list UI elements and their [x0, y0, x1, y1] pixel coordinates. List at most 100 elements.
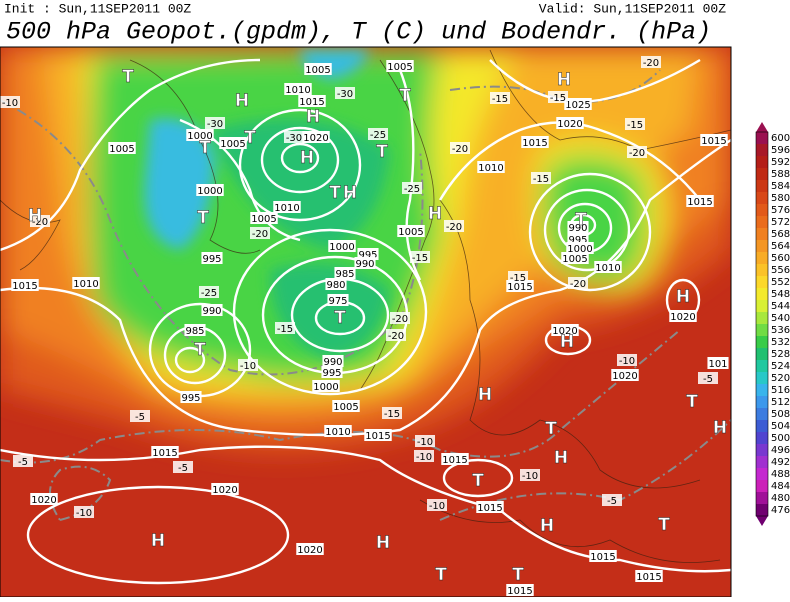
- isobar-label-bg: [186, 129, 214, 141]
- isobar-label: 1005: [305, 65, 330, 76]
- isobar-label: 985: [185, 326, 204, 337]
- isobar-label-bg: [312, 380, 340, 392]
- colorbar-segment: [756, 180, 768, 193]
- colorbar-label: 592: [771, 157, 790, 168]
- temperature-label-bg: [382, 407, 402, 419]
- isobar-label: 1015: [365, 431, 390, 442]
- temperature-label: -25: [370, 130, 386, 141]
- isobar-label: 1020: [612, 371, 637, 382]
- isobar-label-bg: [321, 366, 343, 378]
- temperature-label: -20: [629, 148, 645, 159]
- isobar-label: 1010: [274, 203, 299, 214]
- isobar-label: 1015: [299, 97, 324, 108]
- isobar-label: 990: [355, 259, 374, 270]
- colorbar-label: 492: [771, 457, 790, 468]
- isobar-label-bg: [201, 252, 223, 264]
- isobar-label-bg: [611, 369, 639, 381]
- temperature-label-bg: [402, 182, 422, 194]
- pressure-center: T: [472, 471, 484, 491]
- isobar-label-bg: [700, 134, 728, 146]
- isobar-label-bg: [304, 63, 332, 75]
- temperature-label-bg: [390, 312, 410, 324]
- temperature-label: -5: [607, 496, 617, 507]
- pressure-center: H: [560, 332, 574, 352]
- pressure-center: T: [658, 515, 670, 535]
- isobar-label: 1015: [636, 572, 661, 583]
- colorbar-segment: [756, 492, 768, 505]
- colorbar-label: 476: [771, 505, 790, 516]
- colorbar-segment: [756, 324, 768, 337]
- isobar-label-bg: [476, 501, 504, 513]
- colorbar-arrow-bottom: [756, 516, 768, 526]
- isobar-label-bg: [707, 357, 729, 369]
- temperature-label: -15: [550, 93, 566, 104]
- temperature-label-bg: [520, 469, 540, 481]
- colorbar-label: 552: [771, 277, 790, 288]
- temperature-label: -5: [178, 463, 188, 474]
- isobar-label: 1015: [477, 503, 502, 514]
- pressure-center: T: [435, 565, 447, 585]
- colorbar-segment: [756, 504, 768, 517]
- isobar-label-bg: [635, 570, 663, 582]
- isobar-label: 1020: [303, 133, 328, 144]
- isobar-label: 1000: [197, 186, 222, 197]
- temperature-label: -10: [522, 471, 538, 482]
- colorbar-label: 484: [771, 481, 790, 492]
- temperature-label: -10: [416, 452, 432, 463]
- pressure-center: H: [151, 531, 165, 551]
- temperature-label-bg: [548, 91, 568, 103]
- temperature-label: -25: [404, 184, 420, 195]
- temperature-label-bg: [450, 142, 470, 154]
- isobar-label: 1015: [152, 448, 177, 459]
- temperature-label-bg: [173, 461, 193, 473]
- pressure-center: T: [686, 392, 698, 412]
- temperature-label: -10: [240, 361, 256, 372]
- temperature-label-bg: [415, 435, 435, 447]
- valid-time: Valid: Sun,11SEP2011 00Z: [539, 1, 726, 16]
- isobar-label: 1000: [313, 382, 338, 393]
- pressure-center: T: [194, 340, 206, 360]
- colorbar-label: 480: [771, 493, 790, 504]
- temperature-label: -20: [392, 314, 408, 325]
- isobar-label: 1015: [687, 197, 712, 208]
- temperature-label-bg: [205, 117, 225, 129]
- isobar-label-bg: [151, 446, 179, 458]
- colorbar-label: 496: [771, 445, 790, 456]
- isobar-label-bg: [11, 279, 39, 291]
- isobar-label: 1020: [552, 326, 577, 337]
- colorbar-segment: [756, 432, 768, 445]
- pressure-center: H: [235, 91, 249, 111]
- isobar-label: 975: [328, 296, 347, 307]
- isobar-label-bg: [567, 221, 589, 233]
- pressure-center: H: [478, 385, 492, 405]
- temperature-label-bg: [13, 455, 33, 467]
- pressure-center: H: [343, 183, 357, 203]
- colorbar-label: 564: [771, 241, 790, 252]
- temperature-label-bg: [335, 87, 355, 99]
- pressure-center: H: [306, 107, 320, 127]
- temperature-label-bg: [490, 92, 510, 104]
- pressure-center: T: [512, 565, 524, 585]
- colorbar: 6005965925885845805765725685645605565525…: [755, 122, 790, 526]
- temperature-label: -30: [286, 133, 302, 144]
- temperature-label-bg: [410, 251, 430, 263]
- isobar-label-bg: [324, 425, 352, 437]
- colorbar-label: 516: [771, 385, 790, 396]
- colorbar-segment: [756, 228, 768, 241]
- temperature-label-bg: [74, 506, 94, 518]
- colorbar-segment: [756, 204, 768, 217]
- isobar-label: 1000: [567, 244, 592, 255]
- pressure-center: T: [329, 183, 341, 203]
- temperature-label: -30: [207, 119, 223, 130]
- colorbar-segment: [756, 132, 768, 145]
- isobar-label-bg: [354, 257, 376, 269]
- isobar-label-bg: [364, 429, 392, 441]
- temperature-label-bg: [617, 354, 637, 366]
- temperature-label-bg: [275, 322, 295, 334]
- pressure-center: T: [197, 208, 209, 228]
- colorbar-segment: [756, 216, 768, 229]
- pressure-center: H: [554, 448, 568, 468]
- temperature-label-bg: [199, 286, 219, 298]
- pressure-center: T: [376, 142, 388, 162]
- pressure-center: H: [28, 206, 42, 226]
